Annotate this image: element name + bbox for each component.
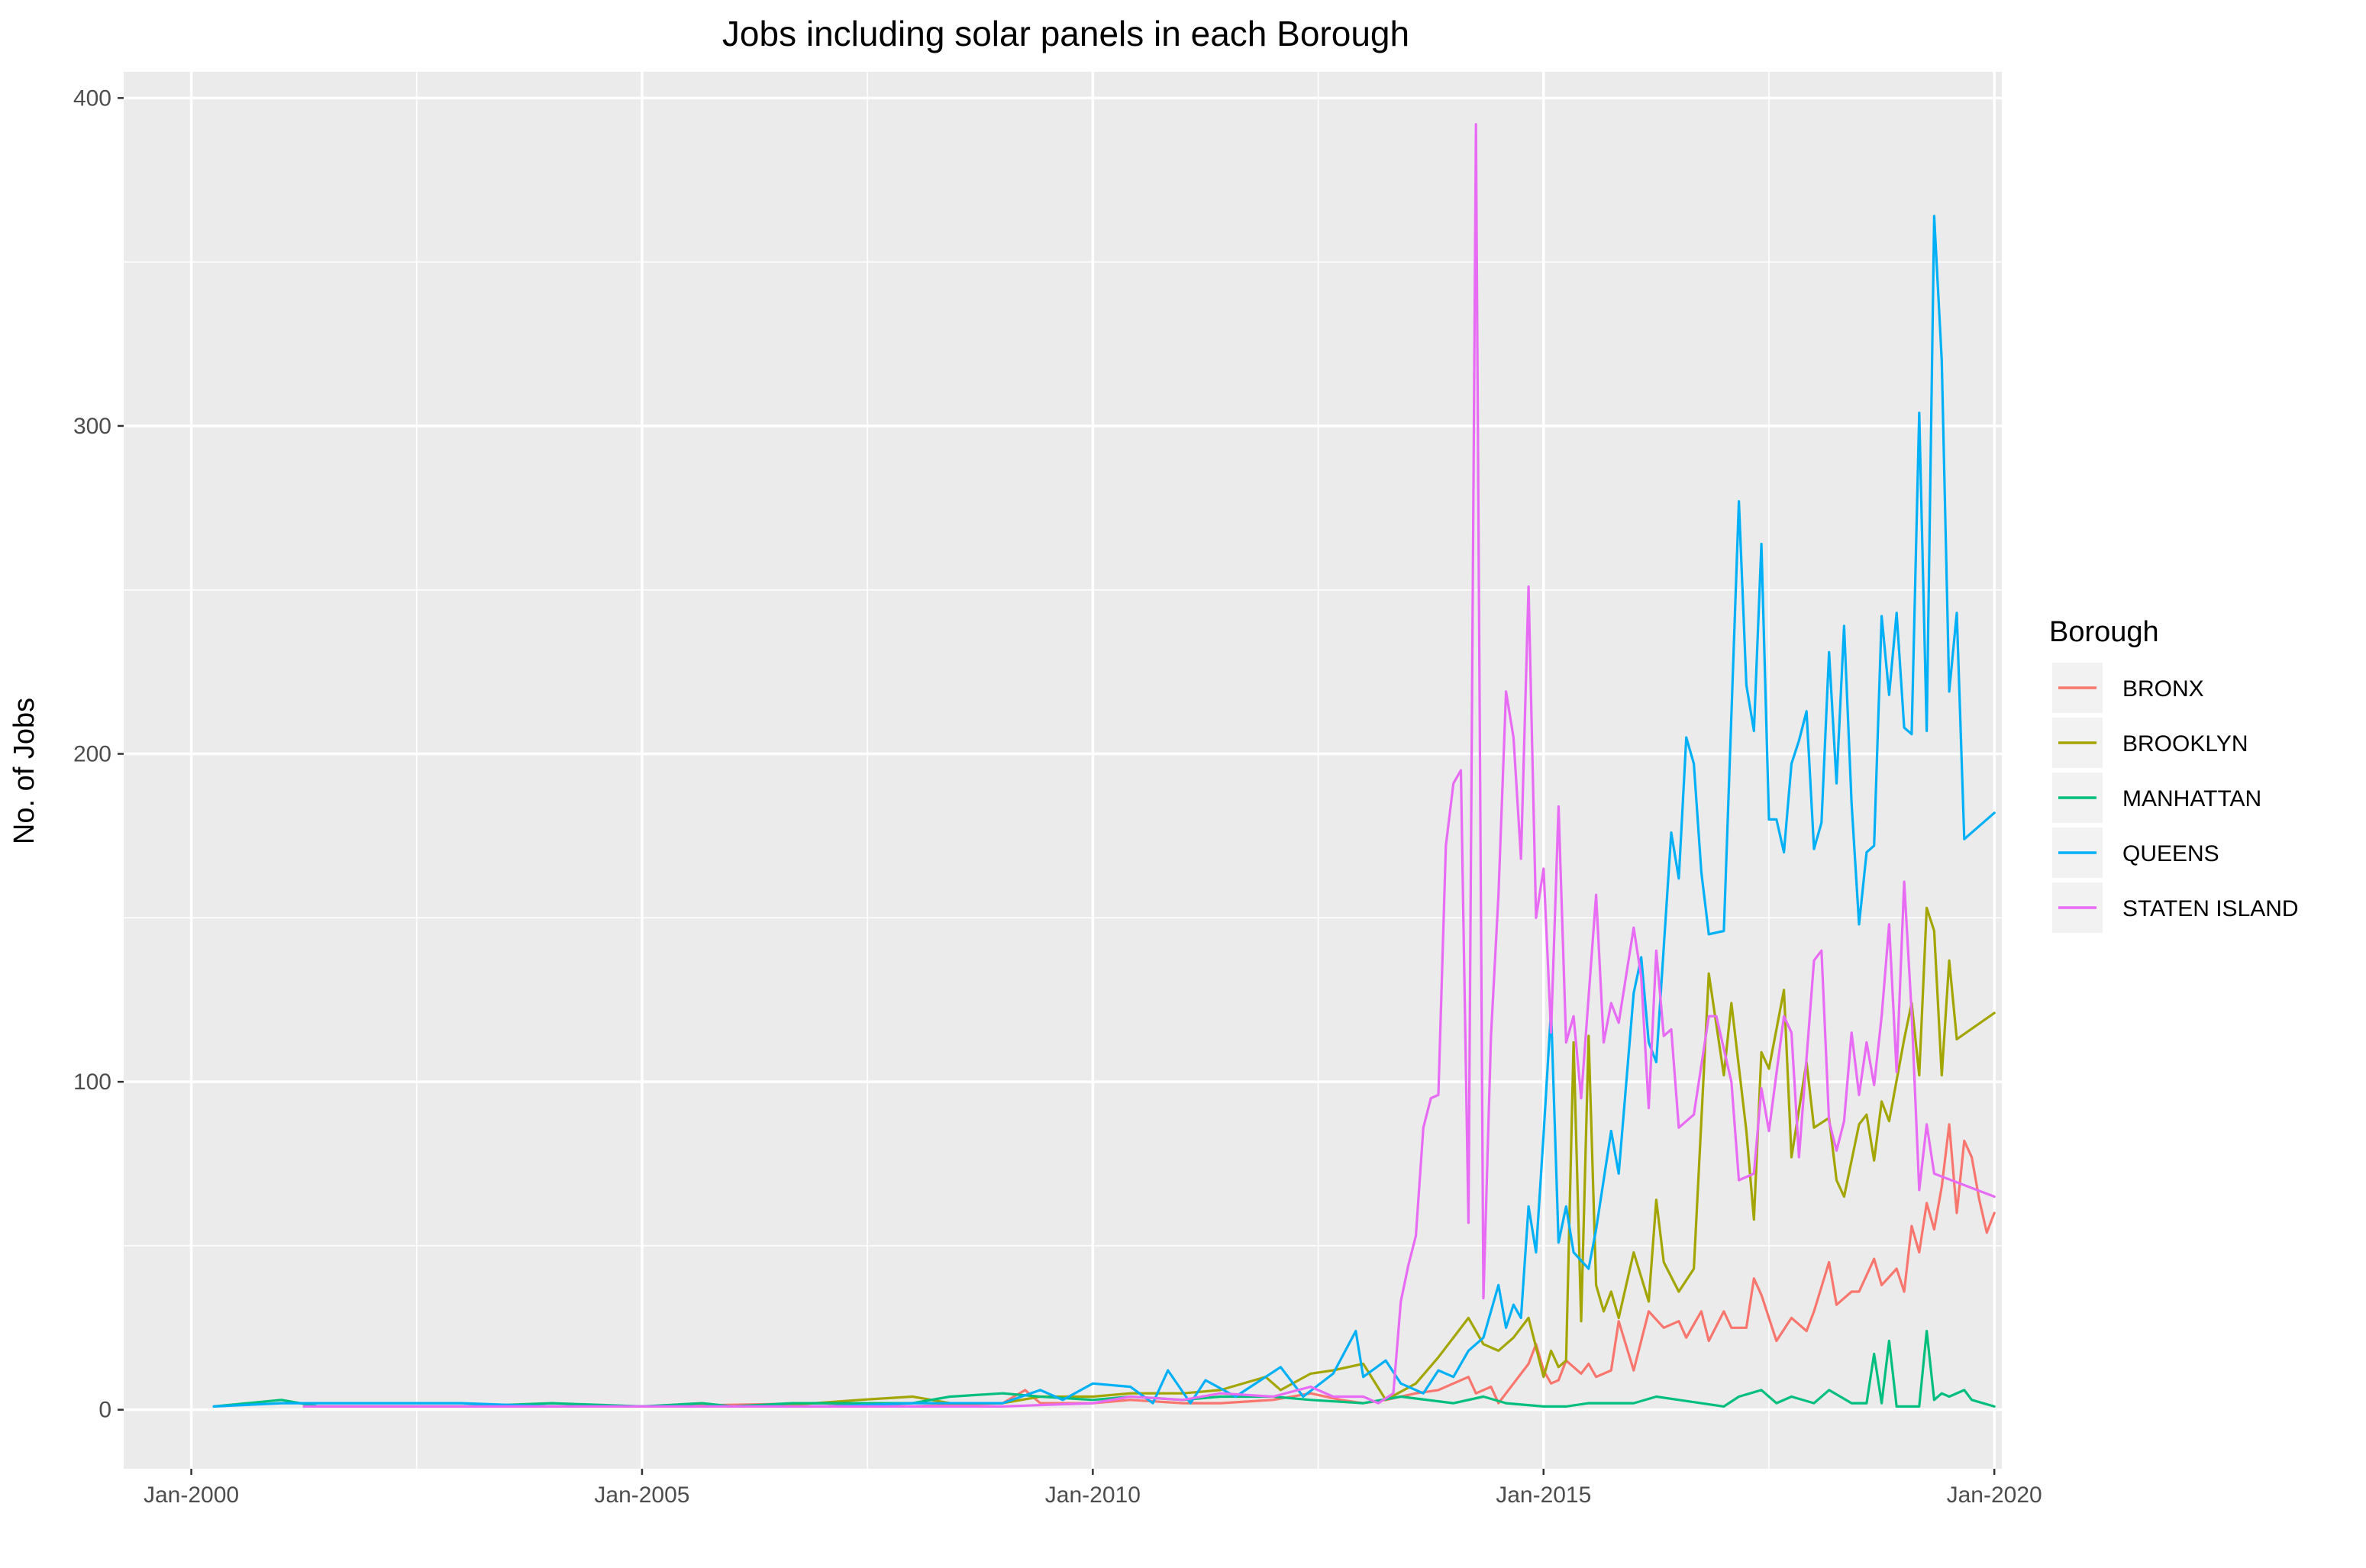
x-tick-label: Jan-2020 (1947, 1483, 2042, 1508)
legend-item-queens[interactable]: QUEENS (2052, 828, 2219, 878)
plot-panel (124, 72, 2002, 1469)
legend-item-bronx[interactable]: BRONX (2052, 663, 2204, 713)
legend-label: STATEN ISLAND (2122, 896, 2299, 921)
legend-items[interactable]: BRONX BROOKLYN MANHATTAN QUEENS STATEN ISLAN… (2052, 663, 2299, 933)
y-axis: 0 100 200 300 400 (73, 85, 124, 1423)
minor-gridlines (124, 72, 2002, 1469)
legend[interactable]: Borough BRONX BROOKLYN MANHATTAN QUEENS STAT… (2049, 616, 2299, 933)
legend-item-manhattan[interactable]: MANHATTAN (2052, 773, 2261, 823)
y-tick-label: 400 (73, 85, 111, 111)
series-line-brooklyn (302, 906, 1996, 1408)
x-tick-label: Jan-2005 (594, 1483, 689, 1508)
y-tick-label: 100 (73, 1070, 111, 1095)
x-tick-label: Jan-2010 (1045, 1483, 1141, 1508)
series-lines (212, 123, 1996, 1408)
x-tick-label: Jan-2015 (1496, 1483, 1591, 1508)
legend-label: BRONX (2122, 676, 2204, 702)
series-line-queens (212, 215, 1996, 1408)
chart-title: Jobs including solar panels in each Boro… (722, 14, 1409, 53)
legend-label: QUEENS (2122, 841, 2219, 866)
legend-item-staten-island[interactable]: STATEN ISLAND (2052, 882, 2299, 933)
x-tick-label: Jan-2000 (144, 1483, 239, 1508)
legend-title: Borough (2049, 616, 2159, 648)
y-tick-label: 200 (73, 742, 111, 767)
legend-label: BROOKLYN (2122, 731, 2248, 757)
x-axis: Jan-2000 Jan-2005 Jan-2010 Jan-2015 Jan-2020 (144, 1469, 2042, 1508)
y-axis-title: No. of Jobs (8, 698, 40, 844)
series-line-manhattan (212, 1329, 1996, 1408)
y-tick-label: 300 (73, 414, 111, 439)
legend-item-brooklyn[interactable]: BROOKLYN (2052, 718, 2248, 768)
major-gridlines (124, 72, 2002, 1469)
legend-label: MANHATTAN (2122, 786, 2261, 811)
y-tick-label: 0 (98, 1398, 111, 1423)
series-line-bronx (302, 1123, 1996, 1408)
series-line-staten-island (302, 123, 1996, 1408)
